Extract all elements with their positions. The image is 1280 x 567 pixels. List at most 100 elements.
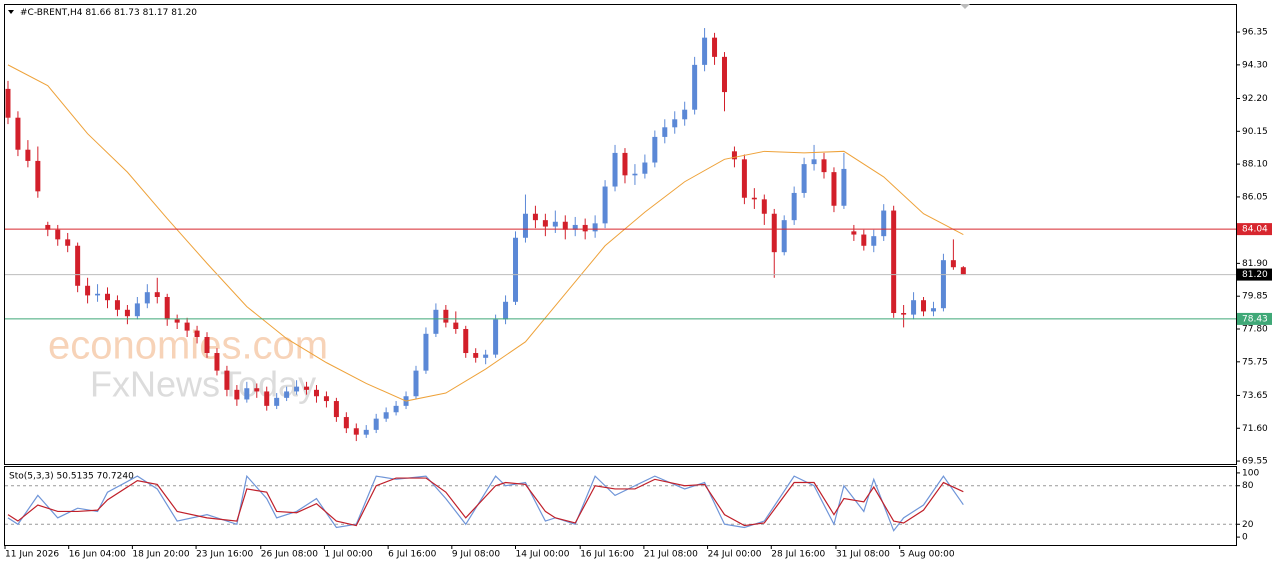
candle-body <box>562 221 568 230</box>
candle-body <box>632 173 638 176</box>
candle-body <box>592 223 598 232</box>
candle-body <box>692 64 698 110</box>
candle-body <box>622 152 628 176</box>
candle-body <box>921 300 927 312</box>
price-level-box <box>1237 312 1272 325</box>
x-tick-label: 14 Jul 00:00 <box>516 550 570 560</box>
candle-body <box>55 229 61 240</box>
candle-body <box>224 370 230 390</box>
stoch-line <box>7 474 964 532</box>
candle-body <box>483 354 489 358</box>
candle-body <box>304 386 310 390</box>
candle-body <box>831 172 837 206</box>
x-tick-label: 6 Jul 16:00 <box>388 550 437 560</box>
candle-body <box>572 224 578 230</box>
candle-body <box>682 109 688 120</box>
candle-body <box>15 117 21 150</box>
ohlc: 81.73 <box>114 8 140 18</box>
candle-body <box>781 220 787 253</box>
x-tick-label: 11 Jun 2026 <box>5 550 59 560</box>
candle-body <box>343 417 349 429</box>
candle-body <box>75 245 81 286</box>
candle-body <box>184 322 190 331</box>
candle-body <box>791 192 797 221</box>
candle-body <box>771 213 777 253</box>
candle-body <box>284 391 290 398</box>
candle-body <box>513 237 519 302</box>
candle-body <box>254 388 260 392</box>
candle-body <box>891 210 897 314</box>
candle-body <box>234 389 240 400</box>
candle-body <box>134 303 140 317</box>
candle-body <box>950 260 956 268</box>
shift-marker <box>960 4 970 9</box>
candle-body <box>861 234 867 246</box>
main-frame <box>4 4 1237 465</box>
candle-body <box>204 337 210 354</box>
candle-body <box>353 428 359 435</box>
symbol: #C-BRENT,H4 <box>20 8 83 18</box>
y-tick-label: 88.10 <box>1242 160 1268 170</box>
y-tick-label: 0 <box>1242 533 1248 543</box>
x-tick-label: 16 Jul 16:00 <box>580 550 634 560</box>
candle-body <box>672 119 678 128</box>
candle-body <box>721 56 727 93</box>
candle-body <box>552 221 558 227</box>
y-tick-label: 94.30 <box>1242 60 1268 70</box>
moving-average <box>7 64 964 402</box>
x-tick-label: 18 Jun 20:00 <box>132 550 189 560</box>
menu-arrow <box>8 10 14 14</box>
candle-body <box>313 389 319 397</box>
price-level-box <box>1237 268 1272 281</box>
candle-body <box>114 300 120 310</box>
candle-body <box>85 285 91 296</box>
candle-body <box>940 260 946 309</box>
y-tick-label: 90.15 <box>1242 127 1268 137</box>
candle-body <box>144 292 150 304</box>
y-tick-label: 80 <box>1242 481 1254 491</box>
y-tick-label: 81.90 <box>1242 259 1268 269</box>
candle-body <box>463 329 469 354</box>
y-tick-label: 69.55 <box>1242 457 1268 467</box>
candle-body <box>363 429 369 435</box>
candle-body <box>871 236 877 246</box>
price-level-box <box>1237 223 1272 236</box>
candle-body <box>930 308 936 312</box>
candle-body <box>602 186 608 224</box>
price-level-label: 84.04 <box>1242 225 1268 235</box>
ohlc: 81.20 <box>171 8 197 18</box>
watermark: economies.com <box>48 324 328 368</box>
header: #C-BRENT,H4 81.66 81.73 81.17 81.20 <box>20 8 197 18</box>
candle-body <box>960 267 966 275</box>
watermark: FxNewsToday <box>90 364 316 405</box>
candle-body <box>393 405 399 413</box>
y-tick-label: 73.65 <box>1242 391 1268 401</box>
candle-body <box>154 292 160 297</box>
candle-body <box>214 353 220 371</box>
candle-body <box>433 309 439 334</box>
price-level-label: 81.20 <box>1242 270 1268 280</box>
y-tick-label: 96.35 <box>1242 28 1268 38</box>
x-tick-label: 1 Jul 00:00 <box>324 550 373 560</box>
ohlc: 81.66 <box>85 8 111 18</box>
candle-body <box>373 418 379 430</box>
candle-body <box>25 149 31 161</box>
y-tick-label: 75.75 <box>1242 357 1268 367</box>
candle-body <box>95 293 101 296</box>
candle-body <box>911 300 917 315</box>
y-tick-label: 86.05 <box>1242 192 1268 202</box>
candle-body <box>761 199 767 214</box>
candle-body <box>423 333 429 371</box>
candle-body <box>493 319 499 355</box>
candle-body <box>532 213 538 221</box>
candle-body <box>244 388 250 400</box>
candle-body <box>811 159 817 165</box>
candle-body <box>333 401 339 418</box>
candle-body <box>851 231 857 235</box>
candle-body <box>542 220 548 227</box>
candle-body <box>901 313 907 315</box>
candle-body <box>5 88 11 118</box>
x-tick-label: 26 Jun 08:00 <box>261 550 318 560</box>
candle-body <box>65 239 71 246</box>
